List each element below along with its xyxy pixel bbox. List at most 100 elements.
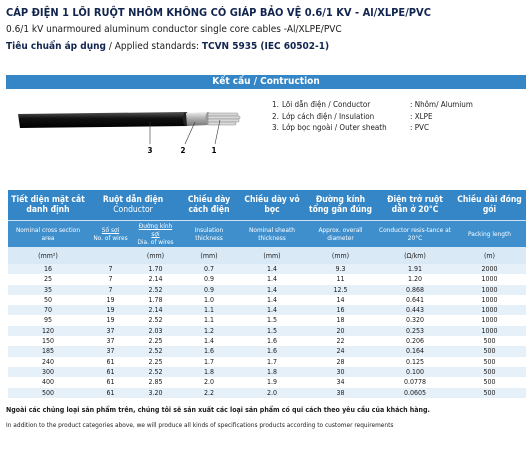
column-header: Đường kính tổng gần đúng [304, 190, 377, 221]
table-row: 95 19 2.52 1.1 1.5 18 0.320 1000 [8, 315, 526, 325]
cell: 0.9 [178, 284, 240, 295]
table-row: 50 19 1.78 1.0 1.4 14 0.641 1000 [8, 295, 526, 305]
column-subheader: Nominal cross section area [8, 220, 88, 247]
cell: 500 [483, 378, 496, 387]
standards-value: TCVN 5935 (IEC 60502-1) [201, 41, 330, 52]
unit: (mm²) [8, 247, 88, 264]
unit: (m) [453, 247, 526, 264]
cell: 2.52 [133, 346, 178, 357]
cell: 240 [41, 357, 55, 366]
table-row: 400 61 2.85 2.0 1.9 34 0.0778 500 [8, 377, 526, 387]
column-subheader: Insulation thickness [178, 220, 240, 247]
cell: 0.443 [377, 305, 453, 316]
spec-table: Tiết diện mặt cắt danh định Ruột dẫn điện… [8, 190, 526, 398]
item-number: 3. [272, 123, 279, 132]
standards-label-en: / Applied standards: [108, 41, 199, 52]
cell: 37 [106, 337, 115, 346]
cell: 0.641 [405, 295, 425, 304]
cell: 1.6 [266, 337, 277, 346]
cell: 300 [8, 366, 88, 378]
item-material: : XLPE [410, 111, 433, 121]
cell: 1.5 [266, 316, 277, 325]
cell: 0.100 [377, 366, 453, 378]
cell: 1000 [453, 284, 526, 295]
table-row: 16 7 1.70 0.7 1.4 9.3 1.91 2000 [8, 264, 526, 275]
cell: 2.52 [148, 316, 163, 325]
item-number: 1. [272, 100, 279, 109]
cell: 95 [43, 316, 52, 325]
cell: 1.4 [240, 264, 304, 275]
cell: 400 [41, 378, 55, 387]
cell: 1.70 [133, 264, 178, 275]
cell: 19 [106, 316, 115, 325]
cell: 2.03 [133, 325, 178, 337]
item-name: Lớp cách điện / Insulation [282, 111, 375, 121]
cell: 19 [88, 305, 133, 316]
cell: 2000 [453, 264, 526, 275]
cell: 0.868 [377, 284, 453, 295]
footnote: In addition to the product categories ab… [6, 421, 394, 429]
cell: 9.3 [304, 264, 377, 275]
cell: 20 [304, 325, 377, 337]
column-subheader: Packing length [453, 220, 526, 247]
cell: 0.125 [405, 357, 425, 366]
cell: 34 [336, 378, 345, 387]
title: CÁP ĐIỆN 1 LÕI RUỘT NHÔM KHÔNG CÓ GIÁP B… [6, 6, 431, 19]
item-material: : PVC [410, 123, 429, 132]
column-header: Chiều dài đóng gói [453, 190, 526, 221]
cell: 7 [88, 264, 133, 275]
column-subheader: Đường kính sợi Dia. of wires [133, 220, 178, 247]
column-subheader: Số sợi No. of wires [88, 220, 133, 247]
table-row: 185 37 2.52 1.6 1.6 24 0.164 500 [8, 346, 526, 357]
cable-illustration: 3 2 1 [18, 112, 241, 155]
cell: 1.6 [178, 346, 240, 357]
column-subheader: Approx. overall diameter [304, 220, 377, 247]
cell: 2.25 [148, 357, 163, 366]
cell: 500 [483, 357, 496, 366]
cell: 120 [8, 325, 88, 337]
cell: 61 [106, 357, 115, 366]
cell: 1.4 [203, 337, 214, 346]
cell: 18 [336, 316, 345, 325]
cell: 2.52 [133, 284, 178, 295]
cell: 2.25 [148, 337, 163, 346]
callout: 2 [180, 146, 185, 155]
subtitle: 0.6/1 kV unarmoured aluminum conductor s… [6, 24, 342, 35]
subheader-vi: Số sợi [101, 226, 120, 234]
cell: 0.164 [377, 346, 453, 357]
cell: 22 [336, 337, 345, 346]
cell: 1.1 [178, 305, 240, 316]
cell: 1.78 [148, 295, 163, 304]
list-item: 2. Lớp cách điện / Insulation: XLPE [272, 111, 473, 123]
column-subheader: Conductor resis-tance at 20°C [377, 220, 453, 247]
group-title: Ruột dẫn điện [102, 195, 164, 205]
column-header: Tiết diện mặt cắt danh định [8, 190, 88, 221]
cell: 1.20 [407, 275, 423, 284]
unit-cell [88, 247, 133, 264]
cell: 0.206 [405, 337, 425, 346]
cell: 2.52 [133, 366, 178, 378]
cell: 1.8 [240, 366, 304, 378]
cell: 16 [8, 264, 88, 275]
cell: 500 [453, 346, 526, 357]
construction-list: 1. Lõi dẫn điện / Conductor: Nhôm/ Alumiu… [272, 99, 473, 134]
cell: 1000 [481, 295, 498, 304]
table-row: 120 37 2.03 1.2 1.5 20 0.253 1000 [8, 325, 526, 337]
table-row: 300 61 2.52 1.8 1.8 30 0.100 500 [8, 366, 526, 378]
item-material: : Nhôm/ Alumium [410, 100, 473, 109]
table-row: 25 7 2.14 0.9 1.4 11 1.20 1000 [8, 274, 526, 284]
cell: 2.14 [133, 305, 178, 316]
cell: 12.5 [304, 284, 377, 295]
cell: 1.4 [240, 284, 304, 295]
unit: (mm) [240, 247, 304, 264]
callout: 3 [147, 146, 152, 155]
list-item: 1. Lõi dẫn điện / Conductor: Nhôm/ Alumiu… [272, 99, 473, 111]
list-item: 3. Lớp bọc ngoài / Outer sheath: PVC [272, 122, 473, 134]
callout: 1 [211, 146, 216, 155]
cell: 2.0 [240, 387, 304, 398]
unit: (mm) [304, 247, 377, 264]
cell: 1.7 [266, 357, 277, 366]
cell: 61 [106, 378, 115, 387]
cell: 0.0778 [403, 378, 427, 387]
cell: 1.91 [377, 264, 453, 275]
